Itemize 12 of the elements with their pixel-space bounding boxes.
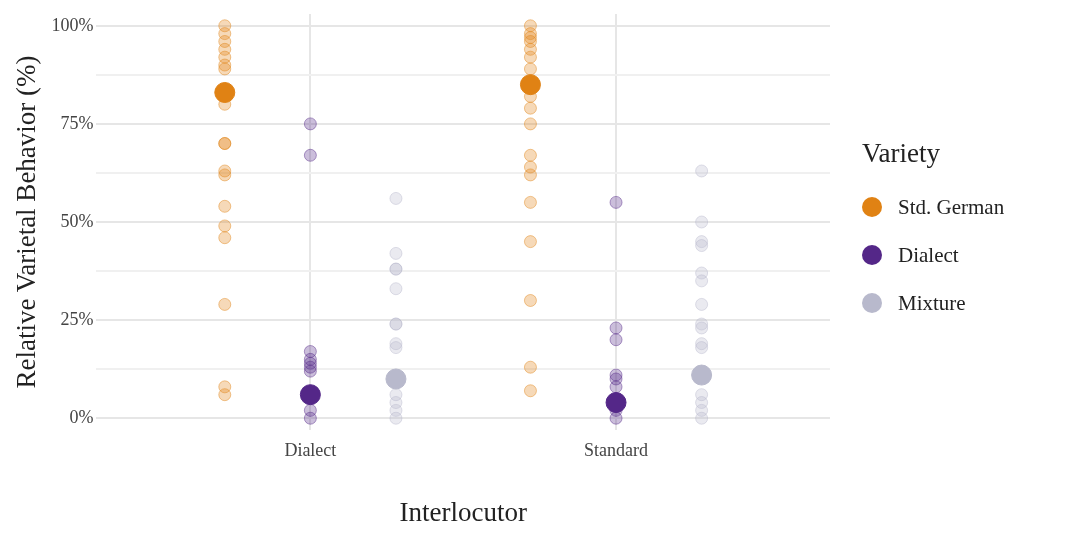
legend-label: Dialect (898, 242, 959, 268)
x-axis-title: Interlocutor (399, 496, 527, 527)
legend-title: Variety (862, 138, 941, 169)
y-axis-title: Relative Varietal Behavior (%) (11, 55, 42, 389)
x-tick-label: Standard (584, 439, 649, 460)
y-tick-label: 25% (60, 308, 94, 329)
y-tick-label: 100% (51, 14, 94, 35)
y-tick-label: 75% (60, 112, 94, 133)
legend-label: Mixture (898, 290, 966, 316)
y-tick-label: 50% (60, 210, 94, 231)
legend-label: Std. German (898, 194, 1005, 220)
y-tick-label: 0% (69, 406, 94, 427)
